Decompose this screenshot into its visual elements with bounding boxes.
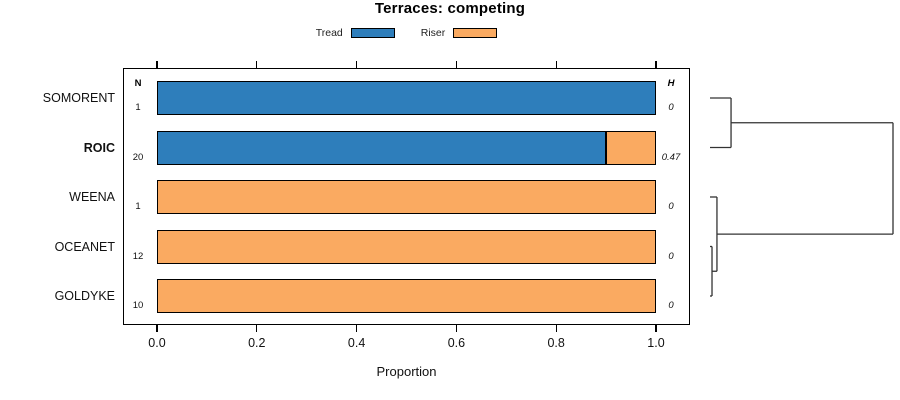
legend-swatch-riser-icon bbox=[453, 28, 498, 38]
category-label-oceanet: OCEANET bbox=[54, 239, 115, 254]
bar-segment-tread bbox=[157, 81, 656, 115]
x-tick-top bbox=[156, 61, 158, 68]
legend-item-riser: Riser bbox=[421, 27, 498, 39]
n-value: 1 bbox=[135, 102, 141, 113]
bar-segment-riser bbox=[606, 130, 656, 165]
x-tick-top bbox=[356, 61, 358, 68]
legend-label-riser: Riser bbox=[420, 27, 446, 39]
x-tick-bottom bbox=[455, 325, 457, 332]
legend: Tread Riser bbox=[123, 26, 690, 40]
n-value: 20 bbox=[132, 151, 144, 163]
x-tick-top bbox=[256, 61, 258, 68]
legend-swatch-tread-icon bbox=[350, 28, 395, 38]
x-tick-bottom bbox=[256, 325, 258, 332]
h-value: 0.47 bbox=[661, 151, 681, 163]
x-tick-label: 0.2 bbox=[248, 336, 266, 350]
n-value: 12 bbox=[132, 250, 144, 262]
x-tick-label: 0.8 bbox=[547, 336, 565, 350]
legend-item-tread: Tread bbox=[316, 27, 395, 39]
x-tick-bottom bbox=[655, 325, 657, 332]
x-tick-bottom bbox=[156, 325, 158, 332]
x-tick-label: 0.0 bbox=[148, 336, 166, 350]
h-value: 0 bbox=[668, 201, 674, 212]
h-value: 0 bbox=[668, 250, 674, 262]
x-tick-label: 0.4 bbox=[347, 336, 366, 350]
x-tick-label: 1.0 bbox=[647, 336, 665, 350]
category-label-weena: WEENA bbox=[69, 190, 115, 204]
x-tick-top bbox=[555, 61, 557, 68]
category-label-goldyke: GOLDYKE bbox=[54, 289, 115, 303]
bar-segment-riser bbox=[157, 279, 656, 313]
h-value: 0 bbox=[668, 300, 674, 311]
x-tick-bottom bbox=[356, 325, 358, 332]
x-axis-title: Proportion bbox=[376, 364, 437, 379]
n-column-header: N bbox=[134, 78, 142, 89]
legend-label-tread: Tread bbox=[315, 27, 343, 39]
x-tick-label: 0.6 bbox=[447, 336, 466, 350]
category-label-somorent: SOMORENT bbox=[42, 91, 115, 105]
bar-segment-tread bbox=[157, 130, 607, 165]
x-tick-top bbox=[655, 61, 657, 68]
bar-segment-riser bbox=[157, 180, 656, 214]
category-label-roic: ROIC bbox=[83, 140, 115, 155]
chart-title: Terraces: competing bbox=[374, 0, 526, 17]
x-tick-bottom bbox=[555, 325, 557, 332]
h-value: 0 bbox=[668, 102, 674, 113]
n-value: 10 bbox=[132, 300, 144, 311]
h-column-header: H bbox=[667, 78, 675, 89]
n-value: 1 bbox=[135, 201, 141, 212]
bar-segment-riser bbox=[157, 229, 656, 264]
x-tick-top bbox=[455, 61, 457, 68]
dendrogram bbox=[710, 97, 894, 297]
